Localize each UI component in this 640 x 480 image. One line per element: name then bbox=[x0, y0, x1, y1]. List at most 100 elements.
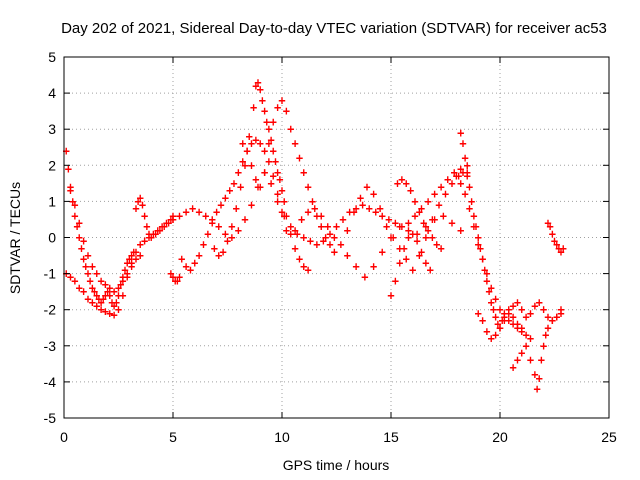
data-point-sat-l: + bbox=[418, 245, 425, 259]
data-point-sat-d: + bbox=[135, 194, 142, 208]
data-point-sat-b: + bbox=[115, 303, 122, 317]
data-point-sat-n: + bbox=[462, 151, 469, 165]
data-point-sat-g: + bbox=[222, 191, 229, 205]
data-point-sat-p: + bbox=[553, 310, 560, 324]
data-point-sat-k: + bbox=[396, 220, 403, 234]
data-point-sat-k: + bbox=[457, 223, 464, 237]
y-axis-label: SDTVAR / TECUs bbox=[7, 182, 23, 294]
data-point-sat-n: + bbox=[496, 321, 503, 335]
data-point-sat-i: + bbox=[239, 137, 246, 151]
data-point-sat-o: + bbox=[488, 281, 495, 295]
data-point-sat-h: + bbox=[265, 122, 272, 136]
data-point-sat-n: + bbox=[464, 166, 471, 180]
data-point-sat-f: + bbox=[189, 202, 196, 216]
data-point-sat-n: + bbox=[457, 126, 464, 140]
data-point-sat-e: + bbox=[174, 274, 181, 288]
y-tick-label: 2 bbox=[48, 157, 56, 173]
data-point-sat-h: + bbox=[224, 234, 231, 248]
data-point-sat-l: + bbox=[427, 263, 434, 277]
data-point-sat-n: + bbox=[499, 314, 506, 328]
data-point-sat-j: + bbox=[344, 223, 351, 237]
data-point-sat-a: + bbox=[87, 274, 94, 288]
data-point-sat-b: + bbox=[102, 305, 109, 319]
data-point-sat-a: + bbox=[102, 288, 109, 302]
data-point-sat-r: + bbox=[544, 216, 551, 230]
data-point-sat-j: + bbox=[416, 249, 423, 263]
data-point-sat-a: + bbox=[115, 288, 122, 302]
data-point-sat-a: + bbox=[63, 144, 70, 158]
data-point-sat-h: + bbox=[246, 129, 253, 143]
y-tick-label: -4 bbox=[44, 374, 57, 390]
data-point-sat-n: + bbox=[527, 332, 534, 346]
data-point-sat-j: + bbox=[376, 202, 383, 216]
data-point-sat-h: + bbox=[211, 241, 218, 255]
data-point-sat-h: + bbox=[296, 252, 303, 266]
data-point-sat-a: + bbox=[113, 295, 120, 309]
data-point-sat-j: + bbox=[318, 209, 325, 223]
data-point-sat-m: + bbox=[433, 238, 440, 252]
data-point-sat-h: + bbox=[261, 104, 268, 118]
x-tick-label: 25 bbox=[601, 429, 617, 445]
data-point-sat-c: + bbox=[119, 274, 126, 288]
data-point-sat-f: + bbox=[215, 220, 222, 234]
data-point-sat-p: + bbox=[536, 295, 543, 309]
chart-title: Day 202 of 2021, Sidereal Day-to-day VTE… bbox=[61, 20, 607, 37]
data-point-sat-o: + bbox=[501, 310, 508, 324]
data-point-sat-j: + bbox=[311, 202, 318, 216]
data-point-sat-a: + bbox=[108, 295, 115, 309]
data-point-sat-a: + bbox=[84, 267, 91, 281]
data-point-sat-c: + bbox=[124, 267, 131, 281]
data-point-sat-p: + bbox=[483, 324, 490, 338]
data-point-sat-f: + bbox=[196, 205, 203, 219]
data-point-sat-h: + bbox=[274, 166, 281, 180]
data-point-sat-j: + bbox=[324, 220, 331, 234]
data-point-sat-k: + bbox=[353, 259, 360, 273]
data-point-sat-b: + bbox=[132, 245, 139, 259]
data-point-sat-f: + bbox=[222, 227, 229, 241]
data-point-sat-c: + bbox=[132, 252, 139, 266]
data-point-sat-e: + bbox=[167, 267, 174, 281]
data-point-sat-a: + bbox=[69, 194, 76, 208]
data-point-sat-g: + bbox=[239, 155, 246, 169]
data-point-sat-n: + bbox=[459, 137, 466, 151]
data-point-sat-p: + bbox=[492, 328, 499, 342]
data-point-sat-i: + bbox=[283, 104, 290, 118]
data-point-sat-r: + bbox=[560, 241, 567, 255]
data-point-sat-j: + bbox=[383, 220, 390, 234]
data-point-sat-f: + bbox=[235, 223, 242, 237]
data-point-sat-f: + bbox=[287, 220, 294, 234]
data-point-sat-i: + bbox=[252, 173, 259, 187]
data-point-sat-k: + bbox=[387, 231, 394, 245]
data-point-sat-o: + bbox=[453, 169, 460, 183]
data-point-sat-h: + bbox=[233, 202, 240, 216]
data-point-sat-e: + bbox=[176, 270, 183, 284]
data-point-sat-h: + bbox=[300, 259, 307, 273]
data-point-sat-k: + bbox=[431, 212, 438, 226]
data-point-sat-d: + bbox=[132, 202, 139, 216]
data-point-sat-a: + bbox=[93, 288, 100, 302]
data-point-sat-g: + bbox=[182, 259, 189, 273]
data-point-sat-b: + bbox=[97, 303, 104, 317]
data-point-sat-b: + bbox=[84, 292, 91, 306]
data-point-sat-m: + bbox=[420, 216, 427, 230]
data-point-sat-a: + bbox=[95, 292, 102, 306]
data-point-sat-c: + bbox=[111, 285, 118, 299]
data-point-sat-h: + bbox=[254, 75, 261, 89]
data-point-sat-j: + bbox=[396, 241, 403, 255]
data-point-sat-d: + bbox=[165, 216, 172, 230]
data-point-sat-m: + bbox=[411, 194, 418, 208]
data-point-sat-g: + bbox=[248, 137, 255, 151]
data-point-sat-n: + bbox=[492, 310, 499, 324]
data-point-sat-c: + bbox=[102, 277, 109, 291]
data-point-sat-q: + bbox=[527, 353, 534, 367]
data-point-sat-i: + bbox=[278, 93, 285, 107]
data-point-sat-f: + bbox=[385, 212, 392, 226]
data-point-sat-l: + bbox=[409, 227, 416, 241]
data-point-sat-g: + bbox=[283, 223, 290, 237]
data-point-sat-p: + bbox=[496, 321, 503, 335]
data-point-sat-p: + bbox=[527, 306, 534, 320]
x-tick-label: 15 bbox=[383, 429, 399, 445]
data-point-sat-n: + bbox=[466, 180, 473, 194]
